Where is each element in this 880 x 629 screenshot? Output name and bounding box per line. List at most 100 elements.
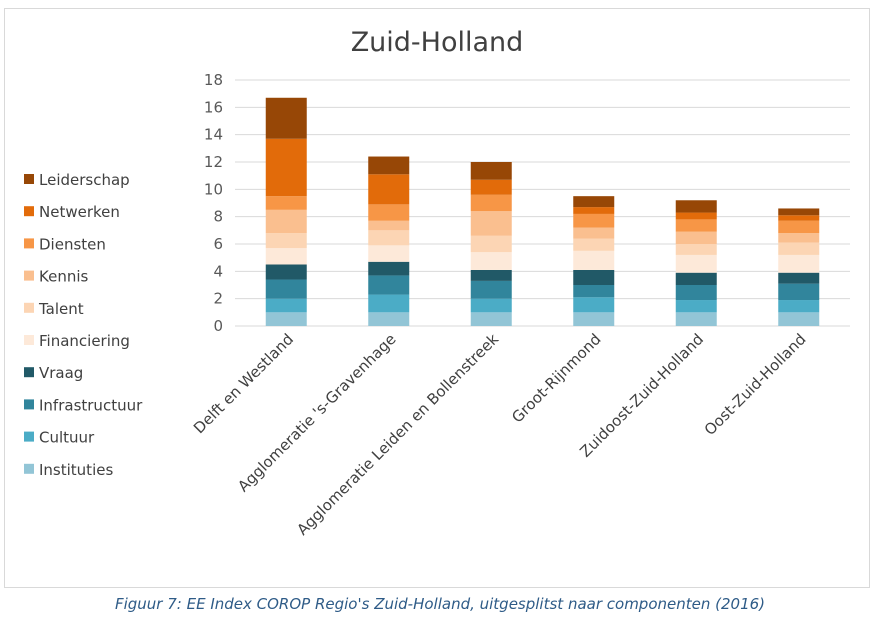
bar-segment [573,227,615,239]
bar-segment [265,196,307,210]
bar-segment [265,279,307,299]
y-tick-label: 2 [213,290,223,308]
bar-segment [675,285,717,301]
bar-segment [778,242,820,255]
bar-segment [265,97,307,139]
bar-segment [573,269,615,285]
legend-swatch [24,431,34,442]
bar-segment [265,138,307,197]
bar-segment [778,233,820,243]
chart-title: Zuid-Holland [351,27,524,58]
legend-swatch [24,367,34,378]
legend-swatch [24,270,34,281]
bar-segment [470,252,512,270]
bar-segment [265,233,307,249]
bar-segment [573,297,615,313]
legend-label: Cultuur [39,429,95,447]
bar-segment [573,285,615,298]
legend-label: Infrastructuur [39,396,143,414]
legend: Leiderschap Netwerken Diensten Kennis Talent… [24,171,143,479]
bar-segment [470,194,512,212]
bar-segment [368,174,410,205]
bar-segment [368,312,410,326]
legend-swatch [24,399,34,410]
x-tick-label: Agglomeratie Leiden en Bollenstreek [293,330,502,539]
bar-segment [573,196,615,208]
bar-segment [368,245,410,262]
legend-swatch [24,302,34,313]
bar-segment [675,212,717,220]
bar-segment [368,204,410,221]
chart-frame [4,8,870,588]
bar-segment [470,269,512,281]
bar-segment [778,220,820,234]
legend-label: Vraag [39,364,83,382]
bar-segment [470,235,512,253]
y-axis-ticks: 0 2 4 6 8 10 12 14 16 18 [204,71,223,335]
x-tick-label: Delft en Westland [190,330,297,437]
legend-label: Netwerken [39,203,120,221]
legend-label: Kennis [39,268,88,286]
bar-segment [368,275,410,295]
bar-segment [368,156,410,175]
legend-swatch [24,463,34,474]
legend-label: Instituties [39,461,113,479]
bar-segment [675,231,717,244]
y-tick-label: 8 [213,208,223,226]
y-tick-label: 12 [204,153,223,171]
bar-segment [675,300,717,313]
bar-segment [573,207,615,214]
bar-segment [265,264,307,280]
bar-segment [573,250,615,270]
bar-segment [368,294,410,313]
y-tick-label: 10 [204,180,223,198]
legend-swatch [24,238,34,249]
bar-segment [778,208,820,216]
bar-segment [675,312,717,326]
bar-segment [675,272,717,285]
figure-caption: Figuur 7: EE Index COROP Regio's Zuid-Ho… [114,595,766,613]
legend-swatch [24,335,34,345]
y-tick-label: 14 [204,126,223,144]
bar-segment [265,248,307,265]
legend-swatch [24,174,34,184]
legend-swatch [24,206,34,217]
y-tick-label: 18 [204,71,223,89]
y-tick-label: 0 [213,317,223,335]
bar-segment [675,200,717,213]
bars [265,97,820,326]
bar-segment [573,238,615,251]
bar-segment [778,272,820,284]
bar-segment [778,215,820,221]
x-tick-label: Oost-Zuid-Holland [701,330,810,439]
bar-segment [778,254,820,273]
legend-label: Financiering [39,332,130,350]
legend-label: Talent [38,300,84,318]
bar-segment [778,283,820,301]
bar-segment [675,254,717,273]
legend-label: Leiderschap [39,171,130,189]
legend-label: Diensten [39,235,106,253]
bar-segment [778,300,820,313]
bar-segment [675,219,717,232]
bar-segment [675,244,717,255]
bar-segment [368,261,410,276]
gridlines [235,79,850,327]
bar-segment [470,280,512,299]
y-tick-label: 4 [213,262,223,280]
y-tick-label: 6 [213,235,223,253]
bar-segment [778,312,820,326]
bar-segment [265,209,307,234]
bar-segment [265,298,307,313]
bar-segment [573,312,615,326]
bar-segment [573,213,615,228]
bar-segment [265,312,307,326]
y-tick-label: 16 [204,98,223,116]
bar-segment [368,220,410,231]
bar-segment [470,312,512,326]
x-tick-label: Groot-Rijnmond [508,330,604,426]
bar-segment [470,211,512,236]
bar-segment [470,298,512,313]
chart: Zuid-Holland 0 2 4 6 8 10 12 14 16 18 Delft en We… [24,27,850,539]
